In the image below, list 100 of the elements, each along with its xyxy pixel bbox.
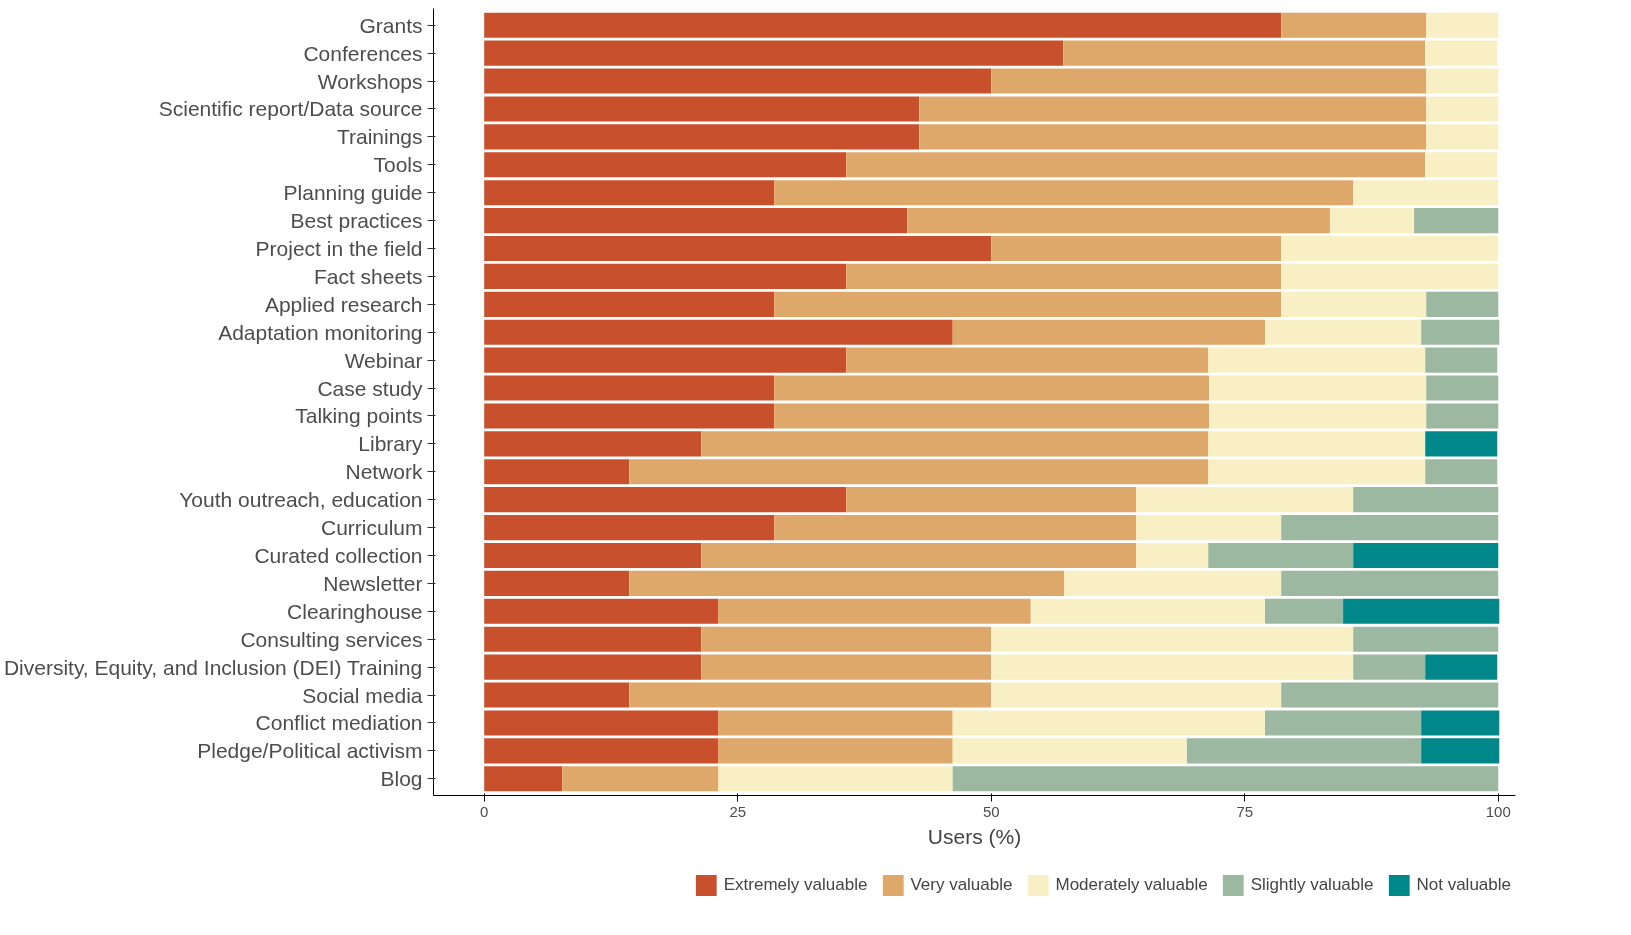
legend-label: Extremely valuable — [723, 875, 868, 895]
x-axis-title: Users (%) — [927, 824, 1022, 848]
y-tick-label: Consulting services — [240, 627, 423, 651]
x-tick-label: 50 — [982, 802, 1000, 820]
bar — [484, 626, 702, 652]
bar — [718, 766, 953, 792]
bar — [484, 40, 1064, 66]
y-tick-label: Curriculum — [320, 516, 423, 540]
bar — [718, 710, 953, 736]
bar — [1281, 682, 1499, 708]
bar — [1063, 40, 1426, 66]
bar — [484, 542, 702, 569]
bar — [1064, 570, 1282, 596]
y-tick-label: Case study — [317, 376, 423, 400]
bar — [1136, 515, 1282, 541]
bar — [1426, 96, 1499, 122]
bar — [1281, 291, 1427, 317]
y-tick-label: Webinar — [344, 348, 423, 372]
legend-label: Moderately valuable — [1055, 875, 1208, 895]
y-tick-label: Social media — [302, 683, 423, 707]
bar — [846, 347, 1209, 373]
bar — [1209, 403, 1427, 429]
bar — [1208, 431, 1426, 457]
bar — [952, 766, 1499, 792]
bar — [484, 515, 775, 541]
bar — [629, 570, 1065, 596]
y-tick-label: Curated collection — [254, 543, 423, 567]
bar — [484, 152, 847, 178]
bar — [991, 654, 1354, 680]
bar — [1353, 626, 1499, 652]
bar — [1425, 654, 1498, 680]
bar — [484, 738, 719, 764]
bar — [1281, 12, 1427, 38]
bar — [1281, 263, 1499, 289]
bar — [1414, 208, 1499, 234]
bar — [1353, 654, 1426, 680]
bar — [1186, 738, 1422, 764]
bar — [1208, 459, 1426, 485]
bar — [1353, 487, 1499, 513]
bar — [484, 598, 719, 624]
y-tick-label: Best practices — [290, 209, 423, 233]
bar — [484, 12, 1282, 38]
y-tick-label: Network — [345, 460, 423, 484]
bar — [1265, 598, 1344, 624]
bar — [1030, 598, 1266, 624]
y-tick-label: Clearinghouse — [287, 599, 423, 623]
bar — [774, 403, 1210, 429]
bar — [484, 235, 992, 262]
y-tick-label: Conflict mediation — [255, 711, 423, 735]
bar — [484, 570, 630, 596]
legend-label: Very valuable — [910, 875, 1013, 895]
bar — [484, 459, 630, 485]
y-tick-label: Library — [358, 432, 423, 456]
bar — [1343, 598, 1500, 624]
bar — [1421, 710, 1500, 736]
y-tick-label: Planning guide — [283, 181, 423, 205]
bar — [1208, 542, 1354, 569]
bar — [1426, 403, 1499, 429]
x-tick-label: 25 — [729, 802, 747, 820]
legend-label: Not valuable — [1416, 875, 1511, 895]
bar — [484, 403, 775, 429]
y-tick-label: Youth outreach, education — [179, 488, 423, 512]
bar — [629, 459, 1209, 485]
bar — [484, 682, 630, 708]
bar — [1353, 180, 1499, 206]
y-tick-label: Scientific report/Data source — [158, 97, 423, 121]
y-tick-label: Newsletter — [323, 571, 423, 595]
bar — [846, 263, 1282, 289]
bar — [484, 263, 847, 289]
bar — [1425, 431, 1498, 457]
bar — [1426, 68, 1499, 94]
bar — [1209, 375, 1427, 401]
bar — [484, 347, 847, 373]
bar — [484, 375, 775, 401]
bar — [1208, 347, 1426, 373]
bar — [907, 208, 1330, 234]
bar — [629, 682, 992, 708]
bar — [718, 738, 953, 764]
bar — [1136, 487, 1354, 513]
y-tick-label: Conferences — [303, 41, 423, 65]
bar — [484, 291, 775, 317]
bar — [991, 68, 1427, 94]
bar — [1281, 515, 1499, 541]
bar — [1426, 375, 1499, 401]
bar — [919, 124, 1427, 150]
bar — [1353, 542, 1499, 569]
bar — [484, 124, 920, 150]
y-tick-label: Workshops — [317, 69, 423, 93]
bar — [562, 766, 719, 792]
bar — [919, 96, 1427, 122]
bar — [846, 487, 1137, 513]
bar — [484, 654, 702, 680]
bar — [701, 654, 992, 680]
y-tick-label: Blog — [380, 767, 423, 791]
bar — [1281, 570, 1499, 596]
bar — [484, 208, 908, 234]
bar — [991, 235, 1282, 262]
bar — [952, 710, 1266, 736]
bar — [718, 598, 1031, 624]
bar — [952, 738, 1187, 764]
